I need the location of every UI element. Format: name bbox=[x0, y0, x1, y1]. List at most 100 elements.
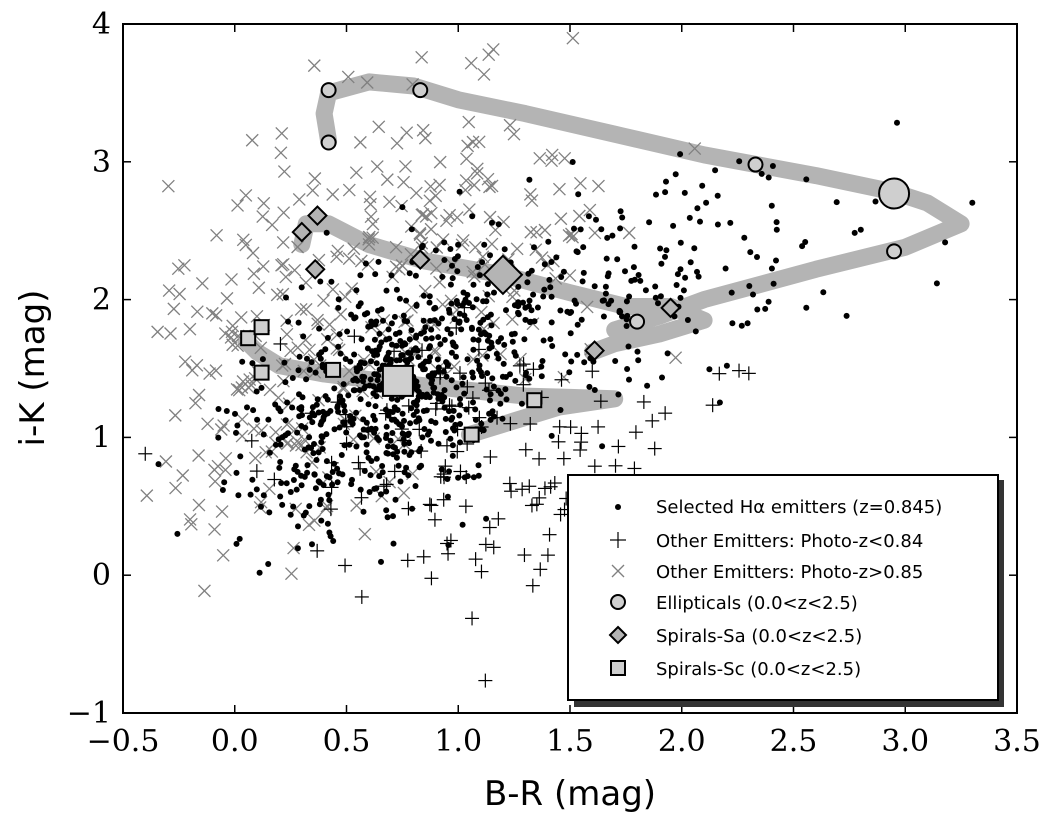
scatter-point-halpha bbox=[306, 414, 313, 421]
scatter-point-halpha bbox=[580, 269, 587, 276]
scatter-point-halpha bbox=[548, 432, 555, 439]
cross-stroke bbox=[195, 277, 209, 290]
scatter-point-halpha bbox=[235, 492, 242, 499]
x-tick-label: 2.5 bbox=[770, 724, 818, 759]
scatter-point-halpha bbox=[390, 540, 397, 547]
cross-stroke bbox=[476, 250, 490, 264]
scatter-point-halpha bbox=[295, 319, 302, 326]
cross-stroke bbox=[207, 463, 221, 477]
scatter-point-photoz-low bbox=[249, 464, 264, 479]
scatter-point-halpha bbox=[367, 323, 374, 330]
scatter-point-halpha bbox=[425, 373, 432, 379]
cross-stroke bbox=[572, 209, 586, 223]
legend-plus-icon bbox=[610, 532, 626, 548]
scatter-point-photoz-high bbox=[164, 327, 177, 340]
scatter-point-halpha bbox=[353, 409, 360, 416]
scatter-point-halpha bbox=[692, 328, 699, 335]
cross-stroke bbox=[235, 381, 249, 394]
scatter-point-photoz-low bbox=[354, 589, 369, 604]
scatter-point-halpha bbox=[277, 493, 284, 500]
cross-stroke bbox=[464, 56, 478, 70]
scatter-point-halpha bbox=[394, 448, 401, 455]
scatter-point-photoz-high bbox=[510, 242, 524, 256]
spiral-sc-marker bbox=[253, 319, 270, 336]
legend-circle-icon bbox=[610, 594, 626, 610]
x-tick-label: 1.0 bbox=[434, 724, 482, 759]
scatter-point-halpha bbox=[453, 384, 460, 391]
cross-stroke bbox=[332, 343, 346, 357]
cross-stroke bbox=[277, 165, 291, 179]
scatter-point-photoz-low bbox=[522, 479, 537, 494]
scatter-point-photoz-low bbox=[273, 336, 288, 351]
scatter-point-halpha bbox=[258, 384, 265, 391]
cross-stroke bbox=[161, 179, 175, 193]
scatter-point-halpha bbox=[389, 341, 395, 348]
scatter-point-photoz-low bbox=[338, 558, 353, 573]
scatter-point-halpha bbox=[372, 403, 379, 410]
scatter-point-photoz-low bbox=[517, 548, 532, 563]
scatter-point-halpha bbox=[375, 307, 381, 314]
cross-stroke bbox=[164, 327, 177, 340]
scatter-point-photoz-high bbox=[209, 364, 223, 378]
cross-stroke bbox=[219, 451, 233, 465]
scatter-point-halpha bbox=[493, 350, 500, 357]
scatter-point-halpha bbox=[658, 260, 665, 267]
cross-stroke bbox=[256, 259, 270, 273]
scatter-point-halpha bbox=[426, 345, 433, 352]
scatter-point-halpha bbox=[480, 427, 487, 434]
scatter-point-photoz-high bbox=[239, 188, 253, 202]
scatter-point-halpha bbox=[447, 435, 454, 442]
scatter-point-halpha bbox=[488, 322, 495, 329]
scatter-point-halpha bbox=[323, 229, 330, 236]
scatter-point-halpha bbox=[409, 505, 416, 512]
scatter-point-halpha bbox=[446, 309, 453, 316]
scatter-point-photoz-high bbox=[291, 240, 305, 254]
scatter-point-photoz-low bbox=[483, 449, 498, 464]
scatter-point-halpha bbox=[308, 445, 315, 451]
scatter-point-halpha bbox=[391, 313, 398, 320]
scatter-point-halpha bbox=[387, 437, 394, 444]
cross-stroke bbox=[274, 146, 288, 160]
scatter-point-halpha bbox=[833, 199, 840, 206]
scatter-point-halpha bbox=[540, 337, 547, 344]
scatter-point-halpha bbox=[933, 280, 940, 287]
scatter-point-halpha bbox=[358, 359, 364, 366]
scatter-point-halpha bbox=[586, 383, 593, 390]
scatter-point-photoz-high bbox=[380, 173, 394, 187]
scatter-point-halpha bbox=[538, 373, 545, 380]
scatter-point-photoz-high bbox=[430, 241, 444, 254]
cross-stroke bbox=[669, 351, 683, 365]
scatter-point-photoz-high bbox=[208, 523, 222, 536]
scatter-point-halpha bbox=[716, 399, 723, 406]
elliptical-marker bbox=[412, 82, 429, 99]
scatter-point-halpha bbox=[541, 261, 548, 268]
scatter-point-halpha bbox=[282, 432, 289, 439]
cross-stroke bbox=[276, 287, 290, 301]
scatter-point-halpha bbox=[408, 405, 415, 412]
scatter-point-photoz-low bbox=[515, 482, 530, 497]
cross-stroke bbox=[256, 210, 270, 224]
cross-stroke bbox=[349, 166, 363, 180]
cross-stroke bbox=[330, 250, 344, 264]
scatter-point-photoz-low bbox=[323, 502, 338, 517]
scatter-point-halpha bbox=[283, 480, 290, 487]
scatter-point-halpha bbox=[526, 297, 533, 304]
scatter-point-halpha bbox=[354, 377, 361, 384]
scatter-point-halpha bbox=[223, 408, 230, 414]
scatter-point-halpha bbox=[470, 474, 477, 481]
scatter-point-photoz-high bbox=[364, 197, 377, 211]
scatter-point-halpha bbox=[236, 535, 243, 542]
scatter-point-halpha bbox=[526, 375, 533, 382]
scatter-point-photoz-low bbox=[422, 497, 437, 512]
cross-stroke bbox=[514, 352, 527, 366]
scatter-point-photoz-low bbox=[503, 416, 518, 431]
scatter-point-halpha bbox=[452, 343, 459, 350]
scatter-point-photoz-low bbox=[441, 546, 456, 561]
scatter-point-halpha bbox=[744, 320, 751, 327]
cross-stroke bbox=[397, 486, 411, 500]
scatter-point-halpha bbox=[353, 287, 360, 294]
scatter-point-photoz-high bbox=[259, 445, 273, 459]
scatter-point-halpha bbox=[363, 419, 370, 426]
scatter-point-halpha bbox=[371, 429, 378, 436]
